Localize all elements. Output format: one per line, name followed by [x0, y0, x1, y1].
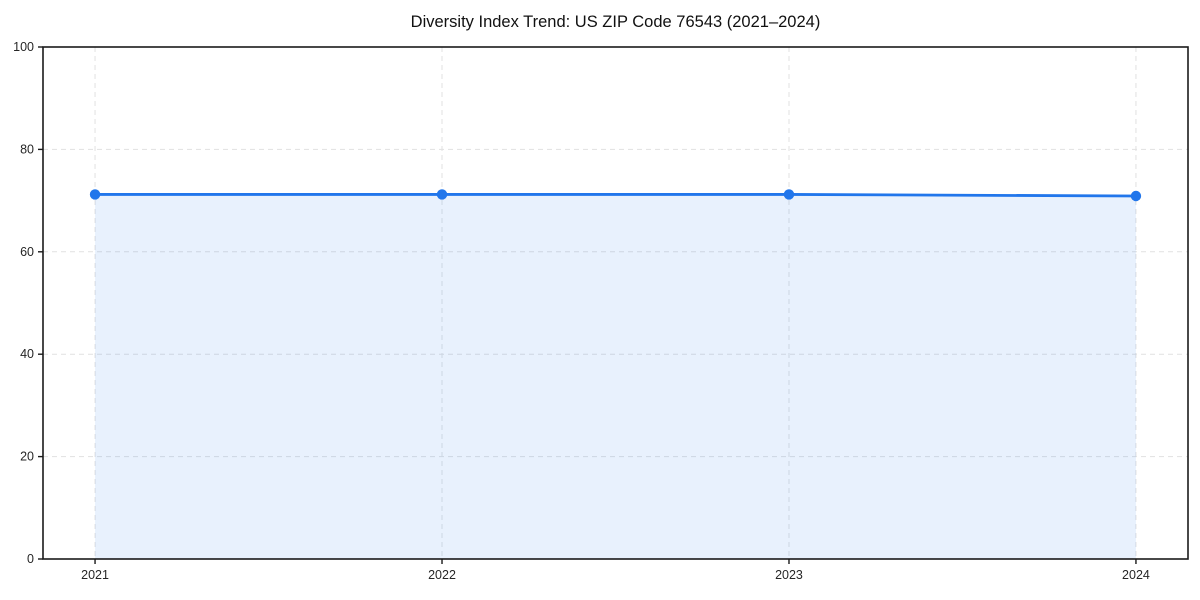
data-point-marker [89, 189, 101, 200]
trend-line-path [93, 193, 1138, 198]
y-tick-label: 0 [27, 552, 34, 566]
data-points [89, 189, 1142, 202]
y-tick-label: 80 [20, 142, 34, 156]
data-point-marker [436, 189, 448, 200]
y-tick-label: 100 [13, 40, 34, 54]
gridlines [43, 47, 1188, 559]
y-tick-label: 40 [20, 347, 34, 361]
y-tick-label: 60 [20, 245, 34, 259]
data-point-marker [1130, 190, 1142, 202]
tick-marks [38, 46, 1137, 564]
plot-border [42, 46, 1189, 560]
area-fill [95, 194, 1136, 559]
chart-title: Diversity Index Trend: US ZIP Code 76543… [411, 13, 821, 31]
x-tick-label: 2024 [1122, 568, 1150, 582]
trend-line [93, 193, 1138, 198]
axes-box [42, 46, 1189, 560]
x-tick-label: 2023 [775, 568, 803, 582]
area-fill-shape [95, 194, 1136, 559]
tick-labels: 0 20 40 60 80 100 2021 2022 2023 2024 [13, 40, 1150, 582]
x-tick-label: 2021 [81, 568, 109, 582]
y-tick-label: 20 [20, 450, 34, 464]
x-tick-label: 2022 [428, 568, 456, 582]
data-point-marker [783, 189, 795, 200]
